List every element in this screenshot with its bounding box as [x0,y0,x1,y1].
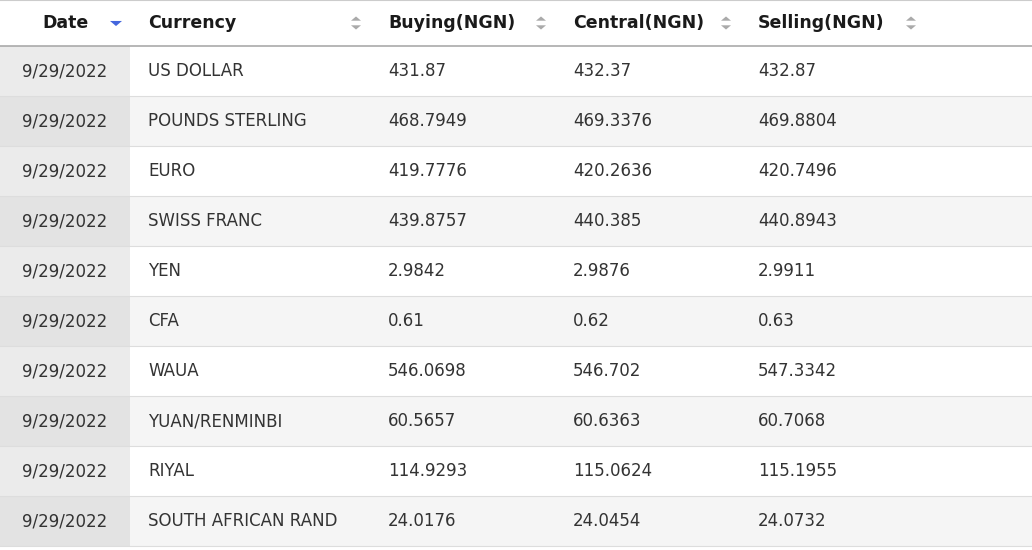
Text: 9/29/2022: 9/29/2022 [23,262,107,280]
Polygon shape [721,16,731,21]
Text: POUNDS STERLING: POUNDS STERLING [148,112,307,130]
Text: 440.385: 440.385 [573,212,641,230]
Text: 60.7068: 60.7068 [757,412,827,430]
Text: 546.702: 546.702 [573,362,641,380]
Bar [0,446,1032,496]
Text: 440.8943: 440.8943 [757,212,837,230]
Bar [0,146,1032,196]
Bar [0,96,1032,146]
Bar [0,46,130,96]
Text: YUAN/RENMINBI: YUAN/RENMINBI [148,412,283,430]
Text: 546.0698: 546.0698 [388,362,466,380]
Text: 60.6363: 60.6363 [573,412,642,430]
Text: 439.8757: 439.8757 [388,212,466,230]
Polygon shape [351,16,361,21]
Bar [0,146,130,196]
Text: 432.87: 432.87 [757,62,816,80]
Text: 420.2636: 420.2636 [573,162,652,180]
Text: 9/29/2022: 9/29/2022 [23,312,107,330]
Text: Buying(NGN): Buying(NGN) [388,14,515,32]
Polygon shape [110,21,122,26]
Text: US DOLLAR: US DOLLAR [148,62,244,80]
Text: SWISS FRANC: SWISS FRANC [148,212,262,230]
Polygon shape [906,16,916,21]
Text: 24.0176: 24.0176 [388,512,456,530]
Text: 469.3376: 469.3376 [573,112,652,130]
Bar [0,496,130,546]
Bar [0,0,1032,46]
Bar [0,396,130,446]
Bar [0,246,1032,296]
Bar [0,196,130,246]
Text: YEN: YEN [148,262,181,280]
Text: RIYAL: RIYAL [148,462,194,480]
Bar [0,96,130,146]
Text: 115.0624: 115.0624 [573,462,652,480]
Text: EURO: EURO [148,162,195,180]
Text: SOUTH AFRICAN RAND: SOUTH AFRICAN RAND [148,512,337,530]
Text: 9/29/2022: 9/29/2022 [23,362,107,380]
Polygon shape [536,16,546,21]
Text: 0.62: 0.62 [573,312,610,330]
Bar [0,496,1032,546]
Text: 9/29/2022: 9/29/2022 [23,212,107,230]
Bar [0,446,130,496]
Text: 2.9876: 2.9876 [573,262,631,280]
Text: 115.1955: 115.1955 [757,462,837,480]
Text: 419.7776: 419.7776 [388,162,466,180]
Text: 469.8804: 469.8804 [757,112,837,130]
Bar [0,346,1032,396]
Text: 468.7949: 468.7949 [388,112,466,130]
Text: 0.63: 0.63 [757,312,795,330]
Bar [0,246,130,296]
Text: Currency: Currency [148,14,236,32]
Bar [0,296,130,346]
Text: 420.7496: 420.7496 [757,162,837,180]
Text: 547.3342: 547.3342 [757,362,837,380]
Text: 114.9293: 114.9293 [388,462,467,480]
Bar [0,396,1032,446]
Text: 9/29/2022: 9/29/2022 [23,512,107,530]
Text: 9/29/2022: 9/29/2022 [23,112,107,130]
Text: WAUA: WAUA [148,362,198,380]
Text: Date: Date [42,14,88,32]
Text: 9/29/2022: 9/29/2022 [23,62,107,80]
Text: 2.9911: 2.9911 [757,262,816,280]
Text: 24.0732: 24.0732 [757,512,827,530]
Text: 9/29/2022: 9/29/2022 [23,162,107,180]
Text: Selling(NGN): Selling(NGN) [757,14,884,32]
Text: 432.37: 432.37 [573,62,632,80]
Bar [0,296,1032,346]
Text: 9/29/2022: 9/29/2022 [23,462,107,480]
Text: CFA: CFA [148,312,179,330]
Bar [0,196,1032,246]
Text: 60.5657: 60.5657 [388,412,456,430]
Bar [0,346,130,396]
Text: 2.9842: 2.9842 [388,262,446,280]
Text: 24.0454: 24.0454 [573,512,641,530]
Text: 9/29/2022: 9/29/2022 [23,412,107,430]
Polygon shape [351,25,361,30]
Polygon shape [536,25,546,30]
Polygon shape [906,25,916,30]
Polygon shape [721,25,731,30]
Text: Central(NGN): Central(NGN) [573,14,704,32]
Text: 431.87: 431.87 [388,62,446,80]
Text: 0.61: 0.61 [388,312,425,330]
Bar [0,46,1032,96]
